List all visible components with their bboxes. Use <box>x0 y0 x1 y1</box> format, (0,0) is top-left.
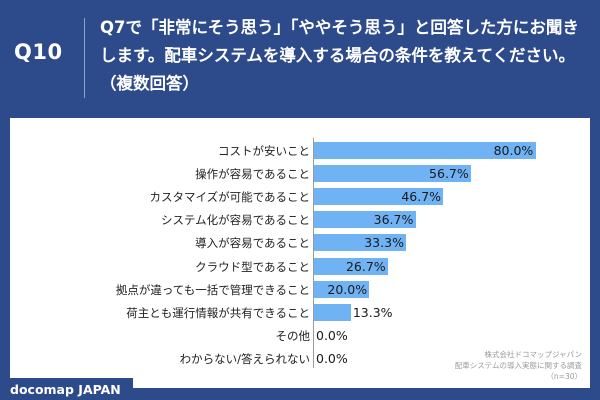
category-label: 荷主とも運行情報が共有できること <box>126 305 310 320</box>
category-label: システム化が容易であること <box>160 213 310 228</box>
value-label: 13.3% <box>352 304 393 320</box>
category-label: 拠点が違っても一括で管理できること <box>115 282 310 297</box>
bar <box>314 165 472 183</box>
category-label: わからない/答えられない <box>179 351 310 366</box>
source-sample-size: （n=30） <box>546 372 582 381</box>
value-label: 46.7% <box>401 189 442 205</box>
chart-card: コストが安いこと 80.0% 操作が容易であること 56.7% カスタマイズが可能である… <box>10 118 590 388</box>
bar <box>314 142 536 159</box>
bar <box>314 303 351 321</box>
category-label: その他 <box>275 328 311 343</box>
header: Q10 Q7で「非常にそう思う」「ややそう思う」と回答した方にお聞きします。配車… <box>0 0 600 112</box>
question-text: Q7で「非常にそう思う」「ややそう思う」と回答した方にお聞きします。配車システム… <box>100 18 579 93</box>
value-label: 0.0% <box>316 350 348 366</box>
header-divider <box>84 18 85 98</box>
chart-axis <box>313 138 314 368</box>
value-label: 36.7% <box>373 212 414 228</box>
category-label: クラウド型であること <box>195 259 310 274</box>
bar <box>314 280 370 298</box>
source-note: 株式会社ドコマップジャパン 配車システムの導入実態に関する調査 （n=30） <box>455 349 582 382</box>
bar <box>314 211 416 229</box>
bar-chart: コストが安いこと 80.0% 操作が容易であること 56.7% カスタマイズが可能である… <box>10 118 590 388</box>
category-label: コストが安いこと <box>218 144 310 158</box>
value-label: 20.0% <box>327 281 368 297</box>
value-label: 80.0% <box>493 143 534 158</box>
value-label: 56.7% <box>429 166 469 182</box>
bar <box>314 188 444 206</box>
value-label: 0.0% <box>316 327 348 343</box>
bar <box>314 257 388 275</box>
brand-logo: docomap JAPAN <box>0 378 133 400</box>
bar <box>314 234 407 252</box>
value-label: 33.3% <box>364 235 404 251</box>
value-label: 26.7% <box>345 258 386 274</box>
question-number: Q10 <box>14 40 63 64</box>
source-company: 株式会社ドコマップジャパン <box>484 350 583 359</box>
category-label: 操作が容易であること <box>195 167 310 182</box>
category-label: カスタマイズが可能であること <box>149 190 310 205</box>
source-survey: 配車システムの導入実態に関する調査 <box>454 361 582 370</box>
category-label: 導入が容易であること <box>195 236 310 251</box>
